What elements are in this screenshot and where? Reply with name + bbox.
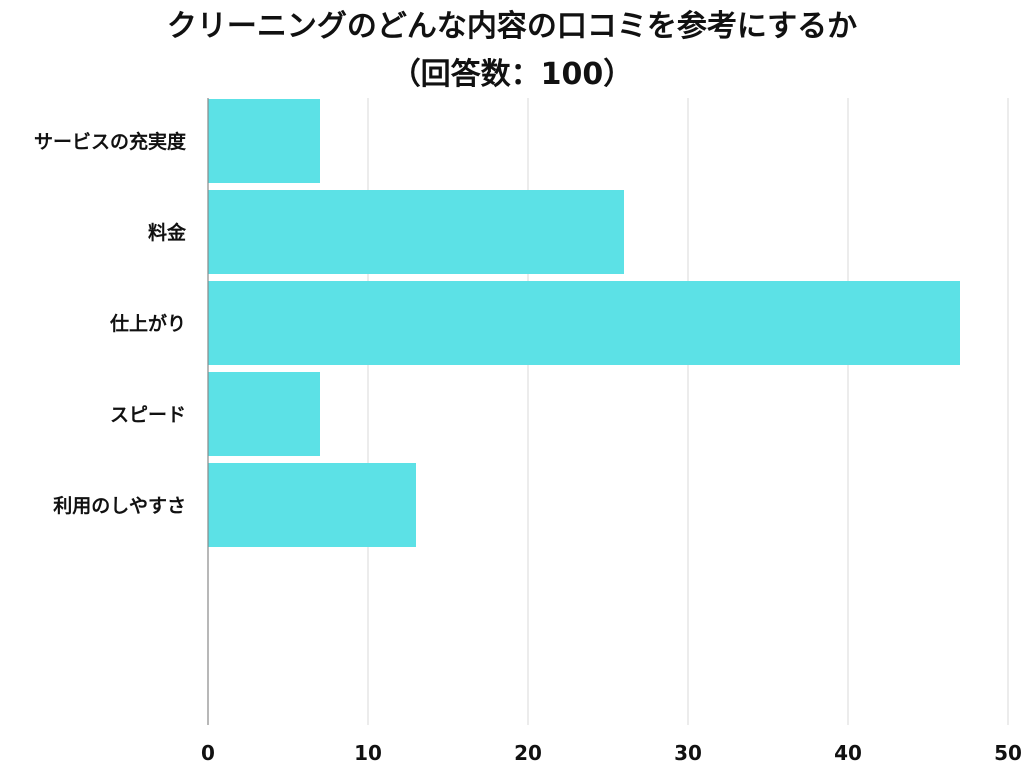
x-tick-label: 0	[201, 741, 215, 765]
bar-4	[208, 372, 320, 456]
bar-5	[208, 463, 416, 547]
chart-title: クリーニングのどんな内容の口コミを参考にするか	[166, 9, 858, 44]
chart-subtitle: （回答数：100）	[390, 57, 634, 92]
category-label: サービスの充実度	[34, 130, 187, 153]
category-label: 仕上がり	[109, 312, 186, 335]
x-tick-label: 20	[514, 741, 542, 765]
x-tick-label: 40	[834, 741, 862, 765]
category-label: スピード	[110, 404, 186, 426]
x-tick-label: 10	[354, 741, 382, 765]
bar-2	[208, 190, 624, 274]
bar-1	[208, 99, 320, 183]
x-tick-label: 50	[994, 741, 1022, 765]
bar-3	[208, 281, 960, 365]
category-label: 料金	[148, 221, 187, 244]
category-label: 利用のしやすさ	[53, 495, 186, 517]
x-tick-label: 30	[674, 741, 702, 765]
